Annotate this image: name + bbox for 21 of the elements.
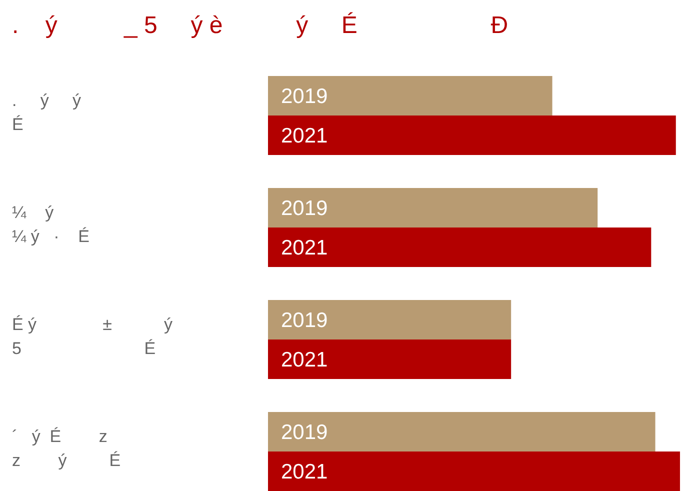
bar (268, 188, 598, 228)
bar (268, 412, 656, 452)
bar (268, 452, 680, 491)
bar (268, 76, 552, 116)
series-label: 2021 (281, 124, 328, 148)
text: 2021 (281, 348, 328, 372)
series-label: 2019 (281, 84, 328, 108)
text: 2021 (281, 460, 328, 484)
bar (268, 228, 652, 267)
text: 2021 (281, 236, 328, 260)
y-tick-label: ´ ý É z z ý É (12, 427, 121, 470)
bar (268, 300, 512, 340)
chart-title: . ý _ 5 ý è ý É Đ (12, 12, 508, 39)
text: 2019 (281, 420, 328, 444)
text: 2019 (281, 308, 328, 332)
y-tick-label: ¼ ý ¼ ý · É (12, 203, 90, 246)
bar (268, 116, 676, 155)
bar (268, 340, 512, 379)
y-tick-label: É ý ± ý 5 É (12, 315, 173, 358)
text: 2019 (281, 196, 328, 220)
y-tick-label: . ý ý É (12, 91, 82, 134)
